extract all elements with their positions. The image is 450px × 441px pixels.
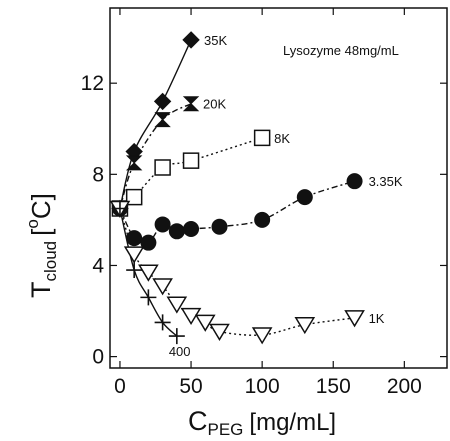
data-point-400: [168, 328, 185, 345]
data-point-3.35K: [183, 221, 200, 238]
series-label-1K: 1K: [369, 311, 385, 326]
y-axis-title-bracket-open: [: [26, 228, 56, 236]
series-label-3.35K: 3.35K: [369, 174, 403, 189]
series-label-35K: 35K: [204, 33, 227, 48]
x-axis-title: CPEG [mg/mL]: [188, 406, 336, 439]
x-tick-label: 50: [179, 375, 202, 398]
data-point-3.35K: [211, 218, 228, 235]
data-point-1K: [194, 314, 216, 332]
x-tick-label: 150: [316, 375, 351, 398]
plot-frame: [109, 7, 448, 369]
x-axis-title-sub: PEG: [208, 420, 244, 439]
series-label-400: 400: [169, 344, 191, 359]
x-tick-label: 0: [114, 375, 126, 398]
data-point-20K: [125, 155, 143, 171]
series-line-1K: [119, 208, 355, 336]
x-tick-label: 200: [387, 375, 422, 398]
series-line-20K: [119, 103, 192, 209]
axis-ticks: 0 50 100 150 200 0 4 8 12: [81, 8, 447, 398]
y-axis-title-unit: C]: [26, 193, 56, 219]
y-axis-title-degree: o: [23, 219, 42, 228]
annotation-text: Lysozyme 48mg/mL: [283, 43, 399, 58]
series-markers: [109, 31, 365, 345]
x-axis-title-unit: [mg/mL]: [249, 409, 336, 436]
data-point-3.35K: [168, 223, 185, 240]
data-point-20K: [154, 112, 171, 128]
data-point-1K: [294, 316, 316, 335]
data-point-8K: [154, 159, 171, 176]
series-label-8K: 8K: [274, 131, 290, 146]
y-axis-title-sub: cloud: [41, 241, 60, 282]
y-tick-label: 8: [92, 163, 104, 186]
data-point-400: [154, 314, 171, 331]
data-point-3.35K: [140, 234, 157, 251]
data-point-35K: [153, 92, 172, 111]
data-point-3.35K: [346, 173, 363, 190]
data-point-3.35K: [154, 216, 171, 233]
data-point-1K: [166, 296, 188, 314]
data-point-3.35K: [126, 230, 143, 247]
y-tick-label: 0: [92, 346, 104, 369]
y-tick-label: 4: [92, 254, 104, 277]
data-point-400: [126, 262, 143, 279]
y-tick-label: 12: [81, 72, 104, 95]
data-point-400: [111, 200, 128, 217]
data-point-8K: [253, 129, 271, 147]
series-lines: [119, 39, 355, 337]
data-point-8K: [182, 152, 200, 169]
data-point-400: [140, 289, 157, 306]
data-point-1K: [152, 278, 173, 296]
data-point-1K: [251, 327, 273, 345]
x-axis-title-main: C: [188, 406, 208, 436]
series-line-3.35K: [119, 180, 355, 245]
data-point-1K: [138, 264, 159, 282]
data-point-3.35K: [254, 211, 271, 228]
data-point-1K: [209, 323, 230, 342]
y-axis-title: Tcloud [oC]: [23, 193, 60, 298]
series-line-35K: [119, 39, 192, 209]
series-labels: 35K 20K 8K 3.35K 1K 400: [169, 33, 403, 359]
series-label-20K: 20K: [203, 97, 226, 112]
data-point-20K: [182, 96, 200, 112]
data-point-35K: [182, 31, 200, 49]
data-point-1K: [344, 310, 365, 328]
data-point-3.35K: [296, 189, 313, 206]
plot-border: [109, 7, 448, 369]
data-point-1K: [180, 307, 202, 326]
x-tick-label: 100: [245, 375, 280, 398]
y-axis-title-main: T: [26, 282, 56, 299]
data-point-1K: [123, 246, 145, 264]
data-point-8K: [125, 188, 143, 206]
